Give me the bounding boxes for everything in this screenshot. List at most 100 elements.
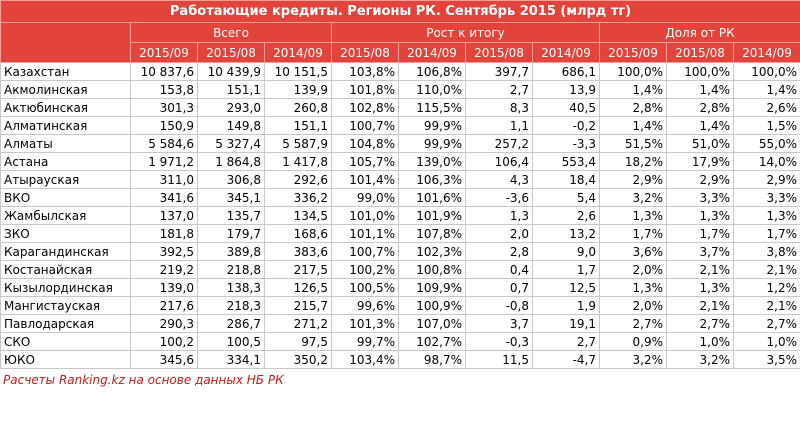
value-cell: 0,9% xyxy=(599,332,667,351)
row: Костанайская 219,2 218,8 217,5 100,2% 100,8% 0… xyxy=(0,260,800,279)
period-header: 2014/09 xyxy=(264,42,332,63)
period-header: 2014/09 xyxy=(732,42,800,63)
value-cell: 100,9% xyxy=(398,296,466,315)
row: Алматы 5 584,6 5 327,4 5 587,9 104,8% 99,9% 25… xyxy=(0,134,800,153)
value-cell: 105,7% xyxy=(331,152,399,171)
value-cell: 2,0% xyxy=(599,260,667,279)
header-blank xyxy=(0,22,131,63)
value-cell: 218,8 xyxy=(197,260,265,279)
value-cell: 12,5 xyxy=(532,278,600,297)
region-cell: СКО xyxy=(0,332,131,351)
value-cell: 217,6 xyxy=(130,296,198,315)
value-cell: 134,5 xyxy=(264,206,332,225)
region-cell: ВКО xyxy=(0,188,131,207)
value-cell: 1,3% xyxy=(599,206,667,225)
row: Кызылординская 139,0 138,3 126,5 100,5% 109,9… xyxy=(0,278,800,297)
row: Алматинская 150,9 149,8 151,1 100,7% 99,9% 1,1… xyxy=(0,116,800,135)
value-cell: 392,5 xyxy=(130,242,198,261)
value-cell: 345,1 xyxy=(197,188,265,207)
value-cell: 5,4 xyxy=(532,188,600,207)
value-cell: 10 151,5 xyxy=(264,62,332,81)
value-cell: -3,3 xyxy=(532,134,600,153)
value-cell: 1,1 xyxy=(465,116,533,135)
value-cell: 100,5 xyxy=(197,332,265,351)
value-cell: 100,2% xyxy=(331,260,399,279)
period-header: 2015/08 xyxy=(666,42,734,63)
title: Работающие кредиты. Регионы РК. Сентябрь… xyxy=(0,0,800,23)
value-cell: 14,0% xyxy=(732,152,800,171)
group-header: Рост к итогу xyxy=(331,22,600,43)
row: Астана 1 971,2 1 864,8 1 417,8 105,7% 139,0% 1… xyxy=(0,152,800,171)
value-cell: 150,9 xyxy=(130,116,198,135)
value-cell: 1,4% xyxy=(732,80,800,99)
value-cell: 51,5% xyxy=(599,134,667,153)
value-cell: 97,5 xyxy=(264,332,332,351)
value-cell: 40,5 xyxy=(532,98,600,117)
value-cell: 102,7% xyxy=(398,332,466,351)
value-cell: 3,2% xyxy=(599,350,667,369)
value-cell: 99,7% xyxy=(331,332,399,351)
value-cell: 138,3 xyxy=(197,278,265,297)
value-cell: -4,7 xyxy=(532,350,600,369)
region-cell: Костанайская xyxy=(0,260,131,279)
value-cell: 290,3 xyxy=(130,314,198,333)
value-cell: 2,1% xyxy=(666,296,734,315)
value-cell: 179,7 xyxy=(197,224,265,243)
value-cell: 8,3 xyxy=(465,98,533,117)
value-cell: 101,3% xyxy=(331,314,399,333)
value-cell: 336,2 xyxy=(264,188,332,207)
value-cell: 260,8 xyxy=(264,98,332,117)
value-cell: 149,8 xyxy=(197,116,265,135)
value-cell: 341,6 xyxy=(130,188,198,207)
value-cell: 2,8% xyxy=(599,98,667,117)
value-cell: 2,9% xyxy=(666,170,734,189)
period-header: 2014/09 xyxy=(398,42,466,63)
value-cell: 1,3% xyxy=(666,206,734,225)
value-cell: 101,8% xyxy=(331,80,399,99)
value-cell: 0,4 xyxy=(465,260,533,279)
value-cell: 1,4% xyxy=(666,116,734,135)
value-cell: 139,9 xyxy=(264,80,332,99)
value-cell: 107,0% xyxy=(398,314,466,333)
value-cell: 107,8% xyxy=(398,224,466,243)
period-header: 2015/08 xyxy=(331,42,399,63)
value-cell: 350,2 xyxy=(264,350,332,369)
value-cell: 18,4 xyxy=(532,170,600,189)
row: Казахстан 10 837,6 10 439,9 10 151,5 103,8% 1… xyxy=(0,62,800,81)
value-cell: 100,7% xyxy=(331,242,399,261)
value-cell: 19,1 xyxy=(532,314,600,333)
row: Жамбылская 137,0 135,7 134,5 101,0% 101,9% 1,3… xyxy=(0,206,800,225)
value-cell: 13,9 xyxy=(532,80,600,99)
value-cell: 345,6 xyxy=(130,350,198,369)
value-cell: 1 417,8 xyxy=(264,152,332,171)
value-cell: 389,8 xyxy=(197,242,265,261)
value-cell: 2,9% xyxy=(599,170,667,189)
value-cell: 139,0 xyxy=(130,278,198,297)
value-cell: 103,8% xyxy=(331,62,399,81)
value-cell: 139,0% xyxy=(398,152,466,171)
value-cell: 3,6% xyxy=(599,242,667,261)
value-cell: 3,3% xyxy=(732,188,800,207)
value-cell: 2,7 xyxy=(465,80,533,99)
table-body: Работающие кредиты. Регионы РК. Сентябрь… xyxy=(0,0,800,369)
value-cell: 1,4% xyxy=(599,116,667,135)
period-header: 2015/09 xyxy=(130,42,198,63)
value-cell: 99,6% xyxy=(331,296,399,315)
value-cell: 2,7% xyxy=(599,314,667,333)
value-cell: 18,2% xyxy=(599,152,667,171)
value-cell: 5 587,9 xyxy=(264,134,332,153)
value-cell: 1,3 xyxy=(465,206,533,225)
value-cell: 215,7 xyxy=(264,296,332,315)
value-cell: 3,5% xyxy=(732,350,800,369)
value-cell: 1,5% xyxy=(732,116,800,135)
value-cell: 3,7% xyxy=(666,242,734,261)
value-cell: 1,0% xyxy=(732,332,800,351)
row: СКО 100,2 100,5 97,5 99,7% 102,7% -0,3 2,7 0,9% 1… xyxy=(0,332,800,351)
value-cell: 217,5 xyxy=(264,260,332,279)
value-cell: 2,7% xyxy=(732,314,800,333)
value-cell: 9,0 xyxy=(532,242,600,261)
value-cell: 106,3% xyxy=(398,170,466,189)
value-cell: 100,2 xyxy=(130,332,198,351)
row: ВКО 341,6 345,1 336,2 99,0% 101,6% -3,6 5,4 3,2%… xyxy=(0,188,800,207)
